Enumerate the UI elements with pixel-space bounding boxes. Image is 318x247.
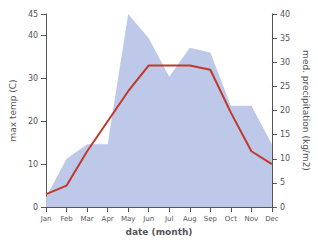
svg-text:Apr: Apr: [102, 215, 114, 223]
svg-text:max temp (C): max temp (C): [8, 79, 18, 141]
svg-text:Aug: Aug: [183, 215, 197, 223]
svg-text:30: 30: [280, 58, 290, 67]
svg-text:10: 10: [280, 154, 290, 163]
svg-text:25: 25: [280, 82, 290, 91]
svg-text:5: 5: [280, 178, 285, 187]
svg-text:Jan: Jan: [40, 215, 52, 223]
svg-text:med. precipitation (kg/m2): med. precipitation (kg/m2): [301, 50, 311, 171]
svg-text:40: 40: [280, 10, 290, 19]
svg-text:Feb: Feb: [60, 215, 73, 223]
svg-text:20: 20: [280, 106, 290, 115]
svg-text:Jun: Jun: [142, 215, 154, 223]
svg-text:45: 45: [28, 10, 38, 19]
svg-text:Dec: Dec: [265, 215, 279, 223]
svg-text:Sep: Sep: [204, 215, 218, 223]
svg-text:0: 0: [280, 203, 285, 212]
svg-text:15: 15: [280, 130, 290, 139]
svg-text:date (month): date (month): [126, 227, 193, 237]
svg-text:0: 0: [33, 203, 38, 212]
svg-text:35: 35: [280, 34, 290, 43]
svg-text:20: 20: [28, 117, 38, 126]
svg-text:Nov: Nov: [245, 215, 259, 223]
svg-text:30: 30: [28, 74, 38, 83]
svg-text:Mar: Mar: [81, 215, 94, 223]
svg-text:Oct: Oct: [225, 215, 237, 223]
svg-text:Jul: Jul: [164, 215, 174, 223]
svg-text:May: May: [121, 215, 135, 223]
svg-text:40: 40: [28, 31, 38, 40]
svg-text:10: 10: [28, 160, 38, 169]
